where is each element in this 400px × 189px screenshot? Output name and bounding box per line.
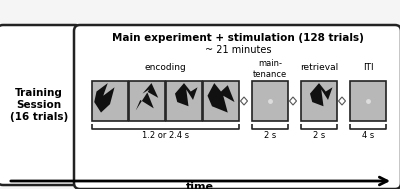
FancyBboxPatch shape — [301, 81, 337, 121]
FancyBboxPatch shape — [0, 25, 81, 185]
FancyBboxPatch shape — [129, 81, 165, 121]
Polygon shape — [136, 83, 158, 111]
Polygon shape — [338, 97, 346, 105]
Text: 4 s: 4 s — [362, 131, 374, 140]
Polygon shape — [240, 97, 248, 105]
Text: 2 s: 2 s — [264, 131, 276, 140]
FancyBboxPatch shape — [74, 25, 400, 189]
Text: ITI: ITI — [363, 63, 373, 71]
Polygon shape — [208, 83, 234, 113]
Text: 1.2 or 2.4 s: 1.2 or 2.4 s — [142, 131, 189, 140]
FancyBboxPatch shape — [350, 81, 386, 121]
Text: time: time — [186, 182, 214, 189]
Polygon shape — [175, 83, 198, 106]
Polygon shape — [290, 97, 296, 105]
FancyBboxPatch shape — [252, 81, 288, 121]
Text: main-
tenance: main- tenance — [253, 59, 287, 79]
FancyBboxPatch shape — [203, 81, 239, 121]
Text: Training
Session
(16 trials): Training Session (16 trials) — [10, 88, 68, 122]
Text: ~ 21 minutes: ~ 21 minutes — [205, 45, 271, 55]
FancyBboxPatch shape — [166, 81, 202, 121]
Text: retrieval: retrieval — [300, 63, 338, 71]
Polygon shape — [310, 83, 332, 106]
Text: 2 s: 2 s — [313, 131, 325, 140]
Text: Main experiment + stimulation (128 trials): Main experiment + stimulation (128 trial… — [112, 33, 364, 43]
FancyBboxPatch shape — [92, 81, 128, 121]
Polygon shape — [94, 83, 114, 113]
Text: encoding: encoding — [145, 63, 186, 71]
